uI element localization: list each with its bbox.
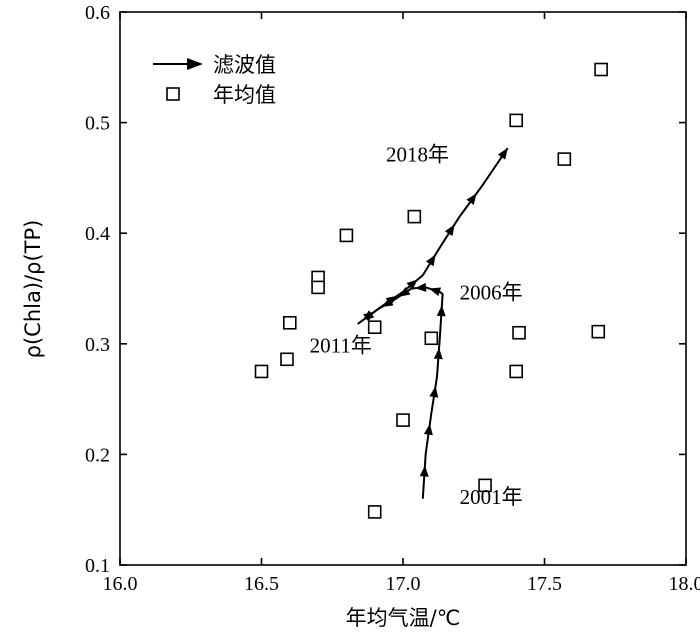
annual-mean-point bbox=[557, 152, 572, 166]
legend-arrow-head bbox=[187, 58, 203, 70]
year-annotation: 2006年 bbox=[460, 281, 523, 305]
filtered-arrowhead bbox=[419, 465, 429, 477]
filtered-arrowhead bbox=[497, 148, 508, 160]
x-axis-title: 年均气温/℃ bbox=[346, 606, 461, 630]
axis-ticks: 16.0 16.5 17.0 17.5 18.0 0.1 0.2 0.3 0.4 0.5 0.6 bbox=[85, 2, 700, 595]
legend-label-filtered: 滤波值 bbox=[213, 53, 276, 77]
legend-square-marker bbox=[166, 87, 180, 101]
filtered-arrowhead bbox=[398, 287, 411, 297]
y-tick-label: 0.2 bbox=[85, 444, 110, 466]
y-tick-label: 0.3 bbox=[85, 334, 110, 356]
y-tick-label: 0.5 bbox=[85, 113, 110, 135]
y-tick-label: 0.6 bbox=[85, 2, 110, 24]
legend: 滤波值 年均值 bbox=[153, 53, 276, 107]
annual-mean-point bbox=[280, 352, 294, 367]
plot-frame bbox=[119, 11, 687, 566]
annual-mean-point bbox=[311, 280, 325, 295]
annual-mean-points bbox=[254, 62, 608, 519]
x-tick-label: 17.5 bbox=[527, 573, 562, 595]
x-tick-label: 18.0 bbox=[669, 573, 700, 595]
annual-mean-point bbox=[591, 324, 606, 339]
x-tick-label: 17.0 bbox=[386, 573, 421, 595]
year-annotation: 2001年 bbox=[460, 485, 523, 509]
y-tick-label: 0.4 bbox=[85, 223, 110, 245]
annual-mean-point bbox=[594, 62, 608, 77]
filtered-arrowhead bbox=[406, 279, 418, 290]
y-tick-label: 0.1 bbox=[85, 555, 110, 577]
year-annotations: 2001年 2006年 2011年 2018年 bbox=[310, 142, 523, 509]
annual-mean-point bbox=[424, 331, 439, 346]
filtered-arrowhead bbox=[423, 423, 433, 436]
annual-mean-point bbox=[396, 413, 410, 427]
annual-mean-point bbox=[254, 364, 269, 379]
year-annotation: 2011年 bbox=[310, 334, 372, 358]
filtered-arrowhead bbox=[466, 193, 477, 205]
annual-mean-point bbox=[478, 478, 492, 493]
filtered-arrowhead bbox=[415, 282, 427, 292]
filtered-arrowhead bbox=[385, 295, 398, 306]
year-annotation: 2018年 bbox=[386, 142, 449, 166]
annual-mean-point bbox=[367, 320, 382, 335]
annual-mean-point bbox=[282, 315, 297, 330]
filtered-arrowhead bbox=[363, 311, 375, 322]
x-tick-label: 16.0 bbox=[103, 573, 138, 595]
annual-mean-point bbox=[509, 364, 524, 379]
filtered-arrowhead bbox=[436, 305, 446, 317]
filtered-arrowhead bbox=[425, 254, 436, 267]
annual-mean-point bbox=[407, 209, 422, 224]
filtered-value-path bbox=[357, 147, 509, 499]
filtered-arrowhead bbox=[429, 287, 442, 297]
annual-mean-point bbox=[509, 113, 524, 128]
y-axis-title: ρ(Chla)/ρ(TP) bbox=[21, 220, 45, 359]
x-tick-label: 16.5 bbox=[244, 573, 279, 595]
filtered-arrowhead bbox=[444, 224, 455, 237]
legend-label-annual: 年均值 bbox=[213, 83, 276, 107]
annual-mean-point bbox=[512, 325, 526, 340]
annual-mean-point bbox=[339, 228, 354, 243]
filtered-arrowhead bbox=[433, 347, 443, 360]
annual-mean-point bbox=[367, 505, 382, 519]
filtered-arrowhead bbox=[429, 386, 439, 398]
